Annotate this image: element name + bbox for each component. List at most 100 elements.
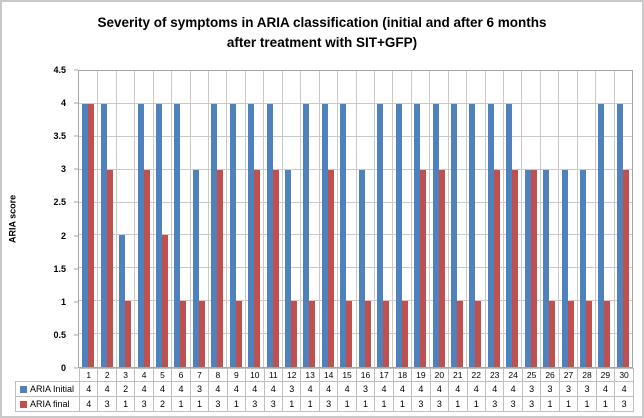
bar-aria-initial <box>543 169 550 367</box>
v-gridline <box>337 71 339 367</box>
category-label: 6 <box>171 368 191 382</box>
value-cell: 4 <box>171 381 191 397</box>
value-cell: 1 <box>281 396 302 412</box>
value-cell: 3 <box>263 396 283 412</box>
bar-aria-final <box>383 301 390 367</box>
value-cell: 4 <box>429 381 450 397</box>
bar-aria-initial <box>561 169 568 367</box>
legend-label: ARIA final <box>30 399 70 409</box>
bar-aria-final <box>143 169 150 367</box>
y-tick-label: 4 <box>60 98 66 109</box>
bar-aria-initial <box>377 103 384 367</box>
value-cell: 4 <box>411 381 431 397</box>
value-cell: 3 <box>411 396 431 412</box>
value-cell: 1 <box>355 396 376 412</box>
bar-aria-initial <box>340 103 347 367</box>
value-cell: 1 <box>392 396 413 412</box>
value-cell: 1 <box>466 396 486 412</box>
bar-aria-initial <box>469 103 476 367</box>
bar-aria-initial <box>266 103 273 367</box>
table-corner-cell <box>16 369 80 382</box>
bar-aria-final <box>586 301 593 367</box>
value-cell: 1 <box>189 396 210 412</box>
value-cell: 3 <box>540 381 560 397</box>
bar-group <box>356 71 374 367</box>
value-cell: 4 <box>152 381 173 397</box>
value-cell: 4 <box>448 381 468 397</box>
bar-aria-final <box>291 301 298 367</box>
bar-group <box>263 71 281 367</box>
bar-aria-final <box>272 169 279 367</box>
value-cell: 3 <box>355 381 376 397</box>
value-cell: 1 <box>226 396 247 412</box>
bar-aria-initial <box>137 103 144 367</box>
series-row-aria-final: ARIA final 4 3 1 3 2 1 1 3 1 3 3 1 1 3 1 1 1 1 3 3 1 1 3 3 3 1 1 1 1 3 <box>15 396 634 412</box>
bar-aria-initial <box>321 103 328 367</box>
bar-aria-initial <box>358 169 365 367</box>
v-gridline <box>521 71 523 367</box>
bar-aria-initial <box>395 103 402 367</box>
value-cell: 4 <box>226 381 247 397</box>
legend-cell: ARIA final <box>15 396 80 412</box>
value-cell: 4 <box>337 381 357 397</box>
bar-aria-final <box>530 169 537 367</box>
bar-group <box>134 71 152 367</box>
value-cell: 4 <box>466 381 486 397</box>
category-row: 1 2 3 4 5 6 7 8 9 10 11 12 13 14 15 16 17 18 19 20 21 22 23 24 2… <box>16 368 634 382</box>
category-label: 15 <box>337 368 357 382</box>
bar-group <box>116 71 134 367</box>
value-cell: 4 <box>318 381 339 397</box>
value-cell: 4 <box>374 381 394 397</box>
y-tick-mark <box>74 201 78 203</box>
category-label: 14 <box>318 368 339 382</box>
y-tick-label: 3 <box>60 164 66 175</box>
category-label: 5 <box>152 368 173 382</box>
bar-aria-initial <box>598 103 605 367</box>
y-tick-mark <box>74 69 78 71</box>
bar-aria-final <box>604 301 611 367</box>
bar-group <box>595 71 613 367</box>
bar-group <box>485 71 503 367</box>
bar-aria-final <box>401 301 408 367</box>
category-label: 22 <box>466 368 486 382</box>
y-axis-tickmarks <box>74 69 78 369</box>
v-gridline <box>539 71 541 367</box>
bar-aria-initial <box>248 103 255 367</box>
value-cell: 3 <box>521 396 542 412</box>
plot-area <box>78 70 633 368</box>
bar-aria-initial <box>414 103 421 367</box>
bar-aria-final <box>161 235 168 367</box>
bar-group <box>577 71 595 367</box>
bar-group <box>522 71 540 367</box>
v-gridline <box>410 71 412 367</box>
bar-aria-final <box>475 301 482 367</box>
category-label: 23 <box>484 368 505 382</box>
value-cell: 4 <box>97 381 117 397</box>
v-gridline <box>392 71 394 367</box>
value-cell: 4 <box>300 381 320 397</box>
data-table: 1 2 3 4 5 6 7 8 9 10 11 12 13 14 15 16 17 18 19 20 21 22 23 24 2… <box>15 368 634 412</box>
category-label: 21 <box>448 368 468 382</box>
category-label: 29 <box>595 368 616 382</box>
bar-aria-final <box>512 169 519 367</box>
value-cell: 3 <box>97 396 117 412</box>
y-tick-label: 4.5 <box>53 65 66 75</box>
value-cell: 3 <box>577 381 597 397</box>
bar-aria-initial <box>285 169 292 367</box>
y-tick-label: 0.5 <box>53 329 66 340</box>
bar-aria-final <box>235 301 242 367</box>
v-gridline <box>244 71 246 367</box>
bar-aria-initial <box>580 169 587 367</box>
y-tick-mark <box>74 235 78 237</box>
bar-aria-initial <box>229 103 236 367</box>
bar-aria-final <box>456 301 463 367</box>
bar-group <box>503 71 521 367</box>
y-tick-mark <box>74 135 78 137</box>
bar-group <box>448 71 466 367</box>
value-cell: 3 <box>614 396 634 412</box>
bar-aria-initial <box>119 235 126 367</box>
value-cell: 1 <box>577 396 597 412</box>
bar-aria-final <box>346 301 353 367</box>
category-label: 12 <box>281 368 302 382</box>
